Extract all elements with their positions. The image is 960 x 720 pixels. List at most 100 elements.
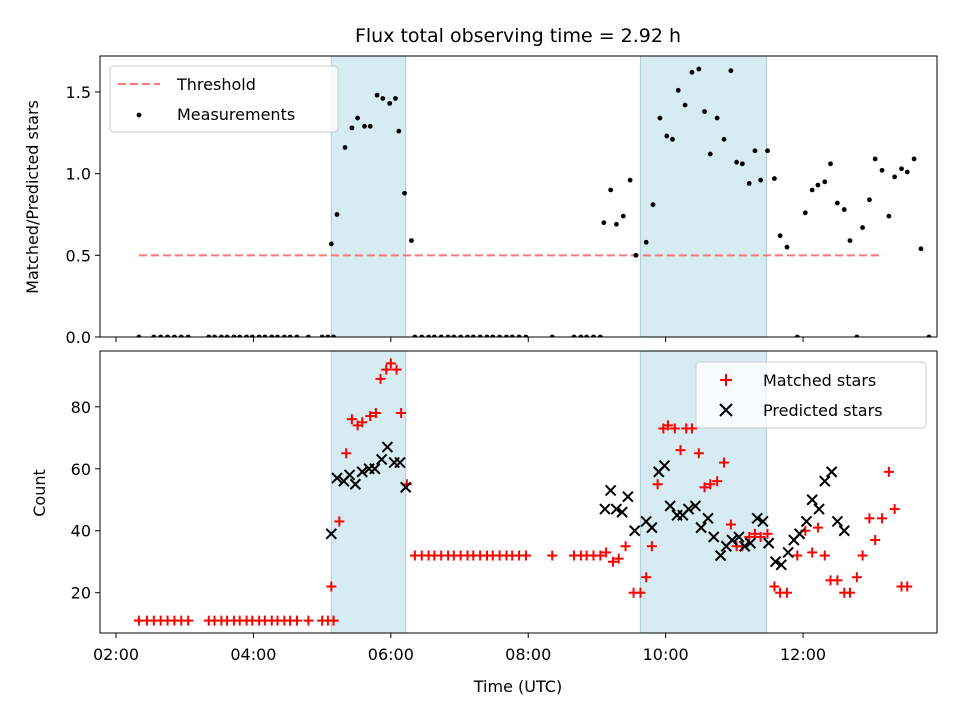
matched-star-marker [341,448,352,459]
measurement-point [355,115,361,121]
matched-star-marker [381,364,392,375]
predicted-star-marker [800,515,813,528]
legend-measurement-swatch [136,112,142,118]
measurement-point [643,239,649,245]
measurement-point [892,174,898,180]
measurement-point [325,334,331,337]
measurement-point [707,151,713,157]
predicted-star-marker [349,478,362,490]
y-axis-label-top: Matched/Predicted stars [23,100,42,294]
measurement-point [509,334,515,337]
matched-star-marker [652,479,663,490]
measurement-point [758,177,764,183]
measurement-point [794,334,800,337]
matched-star-marker [370,407,381,418]
predicted-star-marker [604,484,617,497]
predicted-star-marker [610,503,623,515]
measurement-point [396,128,402,134]
plot-frame [99,350,938,634]
measurement-point [374,92,380,98]
measurement-point [409,238,414,244]
measurement-point [426,334,432,337]
matched-star-marker [396,407,407,418]
measurement-point [714,115,720,121]
measurement-point [249,334,255,337]
measurement-point [578,334,584,337]
measurement-point [458,334,464,337]
matched-star-marker [769,581,780,592]
measurement-point [682,102,688,108]
measurement-point [746,181,752,186]
predicted-star-marker [682,503,695,515]
y-tick-label: 60 [71,460,91,479]
measurement-point [262,334,268,337]
measurement-point [591,334,596,337]
measurement-point [918,246,924,252]
matched-star-marker [851,572,862,583]
predicted-star-marker [751,512,763,525]
measurement-point [275,334,280,337]
measurement-point [899,166,904,172]
predicted-star-marker [695,521,707,534]
measurement-point [664,133,670,139]
measurement-point [319,334,325,337]
measurement-point [206,334,212,337]
measurement-point [867,197,872,203]
measurement-point [419,334,425,337]
matched-star-marker [328,615,339,626]
matched-star-marker [870,535,881,546]
plot-area [136,56,932,337]
x-tick-label: 02:00 [93,645,139,664]
predicted-star-marker [325,528,337,540]
x-tick-label: 04:00 [230,645,276,664]
measurement-point [393,96,398,101]
measurement-point [349,125,355,131]
predicted-star-marker [646,521,658,534]
legend: Threshold Measurements [109,65,339,133]
y-tick-label: 80 [71,398,91,417]
predicted-star-marker [813,503,825,515]
matched-star-marker [547,550,558,561]
predicted-star-marker [775,559,787,571]
measurement-point [765,148,770,154]
matched-star-marker [385,358,396,369]
measurement-point [477,334,483,337]
legend-label-predicted: Predicted stars [763,401,883,420]
measurement-point [809,187,815,193]
predicted-star-marker [825,466,838,478]
x-tick-label: 08:00 [505,645,551,664]
predicted-star-marker [744,537,757,549]
measurement-point [549,334,555,337]
measurement-point [497,334,503,337]
matched-star-marker [607,556,618,567]
matched-star-marker [807,547,818,558]
matched-star-marker [675,445,686,456]
matched-star-marker [699,482,710,493]
predicted-star-marker [375,453,388,466]
matched-star-marker [613,553,624,564]
measurement-point [431,334,437,337]
matched-star-marker [812,522,823,533]
predicted-star-marker [331,472,343,484]
matched-star-marker [844,587,855,598]
predicted-star-marker [769,556,782,568]
measurement-point [597,334,603,337]
predicted-star-marker [369,463,381,475]
predicted-star-marker [622,490,634,503]
chart-title: Flux total observing time = 2.92 h [355,25,681,47]
measurement-point [822,179,828,185]
top-panel: 0.0 0.5 1.0 1.5 Threshold Measurements [66,55,938,347]
matched-star-marker [669,423,680,434]
legend: Matched stars Predicted stars [695,361,927,429]
matched-star-marker [705,479,716,490]
y-tick-label: 1.5 [66,83,91,102]
measurement-point [608,187,614,193]
matched-star-marker [641,572,652,583]
measurement-point [367,123,373,129]
shaded-interval [330,56,407,337]
measurement-point [218,334,224,337]
shaded-interval [330,351,407,633]
predicted-star-marker [658,459,671,472]
matched-star-marker [744,531,755,542]
bottom-panel: 20 40 60 80 02:00 04:00 06:00 08:00 10:00 12:00 Ma… [71,350,938,664]
